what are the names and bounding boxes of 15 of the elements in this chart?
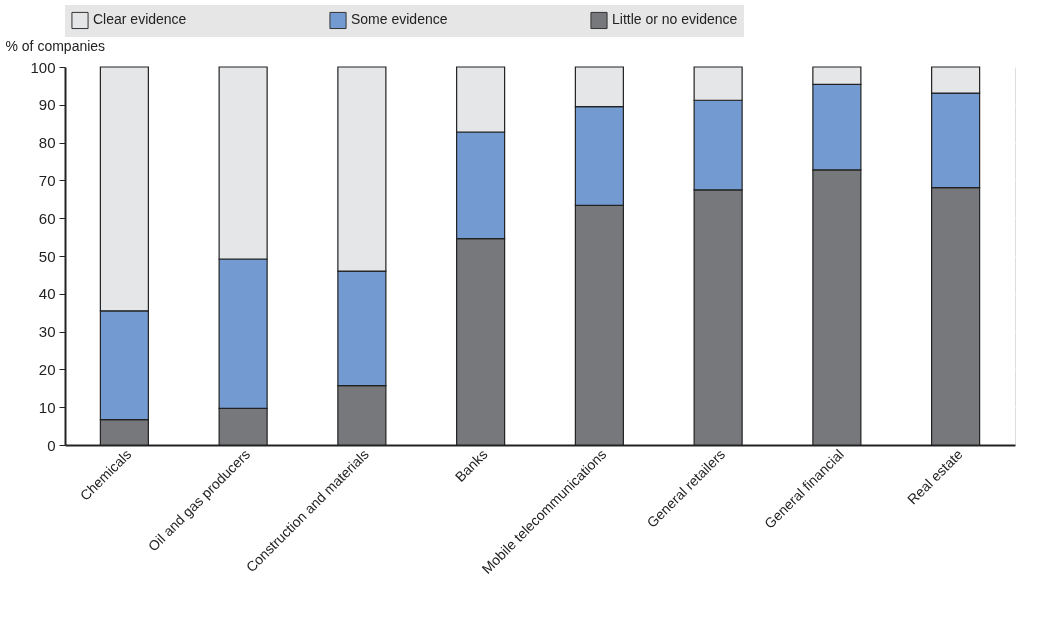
y-tick-label: 0 (47, 436, 56, 454)
legend-label: Little or no evidence (612, 11, 738, 28)
y-tick-label: 90 (38, 96, 56, 114)
y-tick-label: 20 (38, 360, 56, 378)
y-tick-label: 30 (38, 323, 56, 341)
y-tick-label: 50 (38, 247, 56, 265)
legend-label: Clear evidence (93, 11, 187, 28)
y-tick-label: 80 (38, 134, 56, 152)
y-tick-label: 100 (30, 58, 56, 76)
y-tick-label: 10 (38, 398, 56, 416)
y-tick-label: 70 (38, 171, 56, 189)
y-tick-label: 60 (38, 209, 56, 227)
y-tick-label: 40 (38, 285, 56, 303)
legend-label: Some evidence (351, 11, 448, 28)
y-axis-title: % of companies (5, 37, 106, 54)
